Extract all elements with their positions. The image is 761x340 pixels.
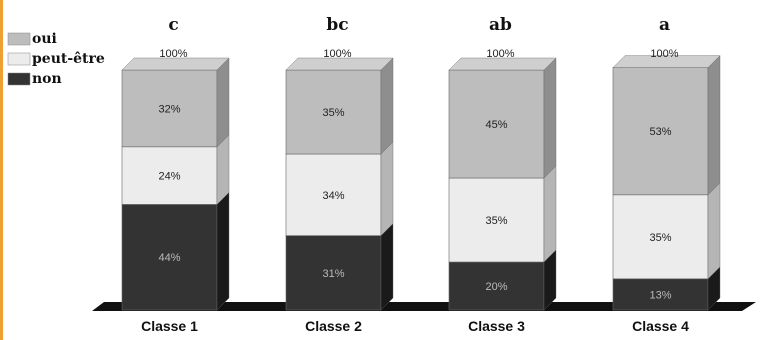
bar-segment-non-1 xyxy=(121,204,218,311)
category-label-2: Classe 2 xyxy=(305,318,362,334)
data-label-non-2: 31% xyxy=(322,268,344,280)
bar-side-peuttre-3 xyxy=(543,165,557,263)
bar-side-oui-4 xyxy=(707,55,721,196)
category-label-1: Classe 1 xyxy=(141,318,198,334)
legend-swatch-oui xyxy=(7,32,31,46)
chart-floor xyxy=(92,302,756,311)
bar-segment-oui-2 xyxy=(285,69,382,155)
legend-label-non: non xyxy=(32,71,62,87)
labels: 44% 24% 32% 100% c Classe 1 31% 34% 35% 100% bc Cla… xyxy=(141,15,689,334)
bar-segment-non-4 xyxy=(612,278,709,311)
total-label-2: 100% xyxy=(323,48,351,60)
bar-top-2 xyxy=(285,57,394,71)
data-label-peuttre-3: 35% xyxy=(485,215,507,227)
bar-side-oui-2 xyxy=(380,57,394,155)
legend-swatch-non xyxy=(7,72,31,86)
bar-top-4 xyxy=(612,55,721,68)
bar-side-oui-1 xyxy=(216,57,230,148)
bar-top-1 xyxy=(121,57,230,71)
bar-segment-non-2 xyxy=(285,235,382,311)
data-label-oui-4: 53% xyxy=(649,126,671,138)
data-label-oui-2: 35% xyxy=(322,107,344,119)
category-label-3: Classe 3 xyxy=(468,318,525,334)
bar-segment-oui-3 xyxy=(448,69,545,179)
bar-side-oui-3 xyxy=(543,57,557,179)
legend-swatch-peuttre xyxy=(7,52,31,66)
legend-label-peuttre: peut-être xyxy=(32,51,105,67)
total-label-1: 100% xyxy=(159,48,187,60)
data-label-non-1: 44% xyxy=(158,252,180,264)
data-label-oui-1: 32% xyxy=(158,103,180,115)
data-label-non-3: 20% xyxy=(485,281,507,293)
data-label-non-4: 13% xyxy=(649,289,671,301)
bar-side-peuttre-2 xyxy=(380,141,394,237)
bar-segment-oui-4 xyxy=(612,67,709,196)
legend-label-oui: oui xyxy=(32,31,57,47)
data-label-peuttre-1: 24% xyxy=(158,171,180,183)
frame-left-border xyxy=(0,0,3,340)
bar-top-3 xyxy=(448,57,557,71)
significance-letter-1: c xyxy=(168,15,178,35)
bar-side-non-1 xyxy=(216,191,230,311)
bar-segment-non-3 xyxy=(448,261,545,311)
significance-letter-4: a xyxy=(659,15,670,35)
significance-letter-3: ab xyxy=(489,15,512,35)
significance-letter-2: bc xyxy=(326,15,348,35)
bar-segment-oui-1 xyxy=(121,69,218,148)
bar-segment-peuttre-2 xyxy=(285,153,382,236)
chart-floor-plate xyxy=(92,302,756,311)
data-label-peuttre-2: 34% xyxy=(322,190,344,202)
bar-segment-peuttre-4 xyxy=(612,194,709,280)
bars xyxy=(121,55,721,311)
category-label-4: Classe 4 xyxy=(632,318,689,334)
data-label-oui-3: 45% xyxy=(485,119,507,131)
total-label-4: 100% xyxy=(650,48,678,60)
total-label-3: 100% xyxy=(486,48,514,60)
bar-side-peuttre-4 xyxy=(707,182,721,280)
legend: oui peut-être non xyxy=(7,31,105,87)
bar-side-non-2 xyxy=(380,223,394,311)
data-label-peuttre-4: 35% xyxy=(649,232,671,244)
